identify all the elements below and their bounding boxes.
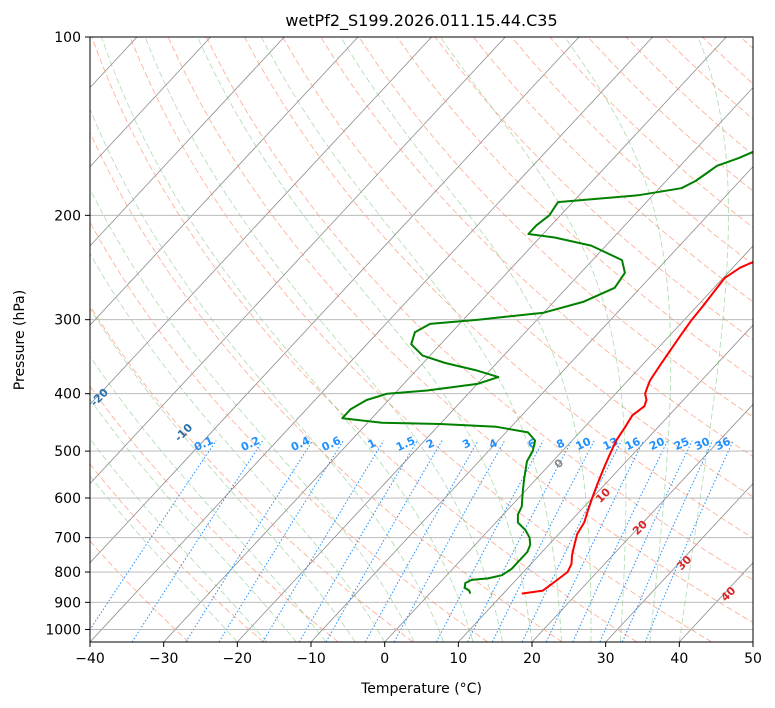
x-axis: −40 −30 −20 −10 0 10 20 30 40 50 (75, 642, 762, 667)
moist-adiabat-line (261, 37, 562, 642)
moist-adiabat-line (90, 188, 415, 642)
mixing-ratio-label: 20 (647, 435, 667, 453)
dry-adiabat-line (205, 37, 753, 581)
moist-adiabat-line (101, 37, 474, 642)
dewpoint-profile-line (341, 150, 753, 594)
isotherm-line (163, 37, 727, 642)
isotherm-line (90, 37, 653, 642)
dry-adiabat-line (90, 221, 488, 642)
moist-adiabat-line (440, 37, 627, 642)
x-tick-label: −30 (149, 651, 179, 667)
y-tick-label: 900 (54, 595, 81, 611)
x-tick-label: 40 (670, 651, 688, 667)
isotherm-line (90, 37, 359, 326)
x-axis-label: Temperature (°C) (360, 681, 482, 697)
y-tick-label: 800 (54, 565, 81, 581)
mixing-ratio-line (393, 440, 506, 642)
isotherm-line (605, 483, 753, 642)
dry-adiabat-line (90, 463, 264, 642)
mixing-ratio-label: 25 (672, 435, 691, 453)
dry-adiabat-line (320, 37, 753, 458)
y-tick-label: 700 (54, 531, 81, 547)
x-tick-label: 20 (523, 651, 541, 667)
isotherm-line (90, 37, 506, 485)
dry-adiabat-line (90, 385, 339, 642)
y-tick-label: 1000 (45, 622, 81, 638)
isotherm-line (384, 245, 753, 642)
x-tick-label: −10 (296, 651, 326, 667)
moist-adiabat-line (90, 438, 268, 642)
mixing-ratio-line (621, 440, 714, 642)
x-tick-label: 30 (597, 651, 615, 667)
dry-adiabat-line (282, 37, 753, 498)
mixing-ratio-line (131, 440, 264, 642)
moist-adiabat-line (90, 108, 444, 642)
mixing-ratio-label: 13 (601, 435, 620, 453)
dry-adiabat-line (91, 37, 638, 642)
moist-adiabat-line (340, 37, 592, 642)
x-tick-label: 10 (449, 651, 467, 667)
mixing-ratio-label: 36 (713, 435, 733, 453)
moist-adiabat-line (90, 398, 297, 642)
moist-adiabat-line (144, 37, 503, 642)
isotherm-line (90, 37, 580, 564)
plot-frame (89, 36, 754, 643)
isotherm-line (237, 86, 753, 642)
mixing-ratio-label: 30 (693, 435, 713, 453)
mixing-ratio-line (218, 440, 344, 642)
isotherm-line (458, 324, 753, 642)
isotherm-line (90, 37, 211, 168)
temperature-profile-line (521, 260, 753, 595)
moist-adiabat-line (90, 307, 356, 642)
moist-adiabat-line (197, 37, 533, 642)
chart-title: wetPf2_S199.2026.011.15.44.C35 (285, 11, 557, 31)
y-tick-label: 500 (54, 444, 81, 460)
y-tick-label: 300 (54, 313, 81, 329)
mixing-ratio-line (325, 440, 443, 642)
y-axis: 100 200 300 400 500 600 700 800 900 1000 (45, 30, 90, 638)
x-tick-label: 50 (744, 651, 762, 667)
y-tick-label: 200 (54, 208, 81, 224)
dry-adiabat-line (90, 131, 563, 642)
moist-adiabat-line (678, 37, 729, 642)
dry-adiabat-line (434, 37, 753, 341)
y-tick-label: 600 (54, 491, 81, 507)
grid-lines (90, 37, 753, 630)
mixing-ratio-line (262, 440, 385, 642)
moist-adiabat-line (564, 37, 672, 642)
dry-adiabat-line (358, 37, 753, 418)
moist-adiabat-line (90, 475, 238, 642)
isotherm-line (90, 37, 285, 247)
mixing-ratio-line (185, 440, 314, 642)
mixing-ratio-line (467, 440, 573, 642)
background-lines (90, 37, 753, 642)
moist-adiabat-line (90, 252, 386, 642)
dry-adiabat-line (167, 37, 753, 624)
series-layer (341, 150, 753, 595)
dry-adiabat-line (90, 305, 414, 642)
y-tick-label: 100 (54, 30, 81, 46)
mixing-ratio-line (298, 440, 418, 642)
x-tick-label: −20 (223, 651, 253, 667)
x-tick-label: −40 (75, 651, 105, 667)
mixing-ratio-line (521, 440, 622, 642)
mixing-ratio-label: 10 (574, 435, 594, 453)
mixing-ratio-line (545, 440, 644, 642)
isotherm-line (531, 403, 753, 642)
mixing-ratio-line (644, 440, 734, 642)
mixing-ratio-line (90, 440, 217, 631)
x-tick-label: 0 (380, 651, 389, 667)
mixing-ratio-line (435, 440, 544, 642)
dry-adiabat-line (129, 37, 712, 642)
isotherm-line (90, 37, 432, 405)
mixing-ratio-label: 16 (623, 435, 643, 453)
y-tick-label: 400 (54, 387, 81, 403)
y-axis-label: Pressure (hPa) (12, 290, 28, 390)
